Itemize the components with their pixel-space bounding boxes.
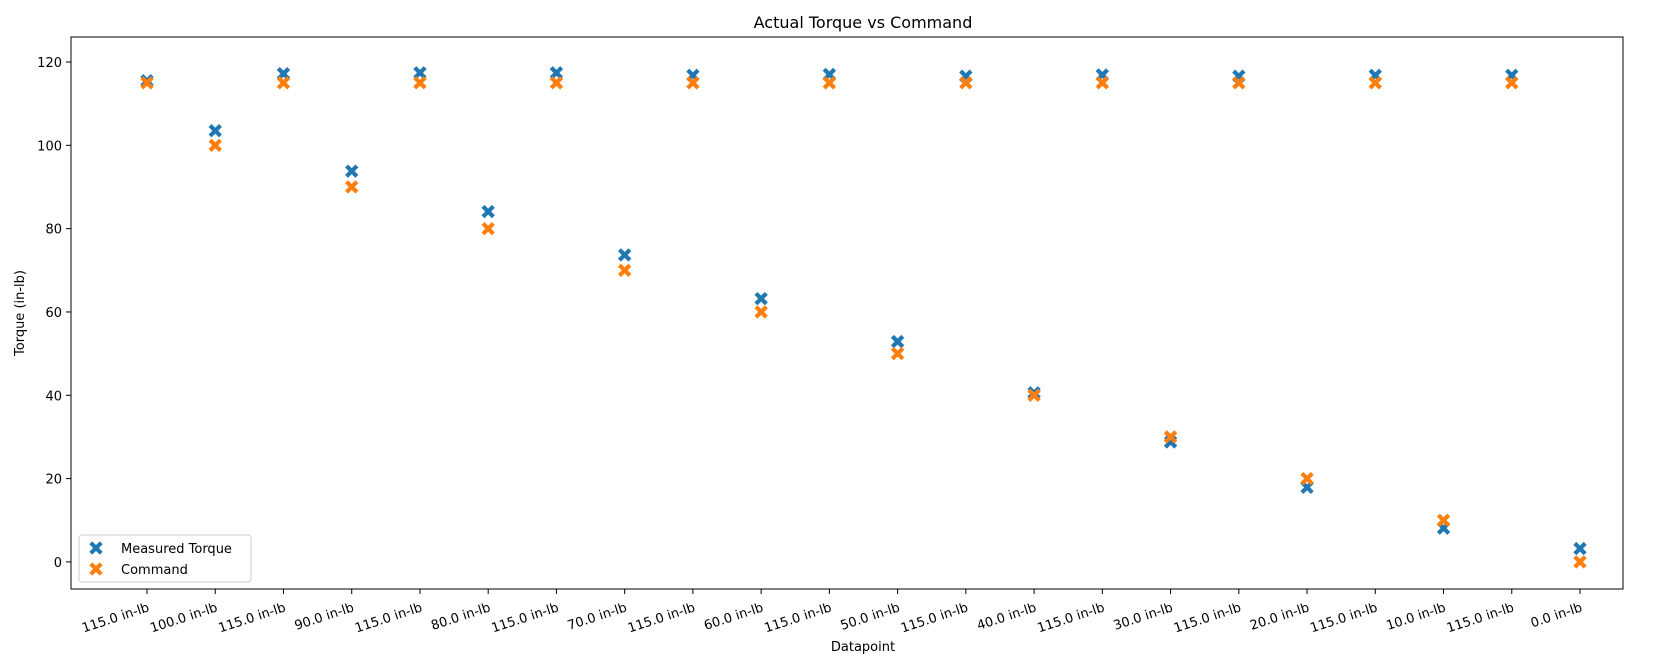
data-point xyxy=(140,76,154,90)
data-point xyxy=(345,180,359,194)
x-tick-label: 90.0 in-lb xyxy=(293,601,356,634)
legend-label: Command xyxy=(121,563,188,578)
y-axis-label: Torque (in-lb) xyxy=(13,270,28,357)
x-tick-label: 100.0 in-lb xyxy=(148,601,219,637)
x-tick-label: 115.0 in-lb xyxy=(490,601,561,637)
data-point xyxy=(276,76,291,90)
data-point xyxy=(1436,513,1451,527)
y-tick-label: 0 xyxy=(54,556,62,571)
x-tick-label: 30.0 in-lb xyxy=(1112,601,1175,634)
data-points xyxy=(140,66,1587,569)
data-point xyxy=(549,66,564,80)
data-point xyxy=(413,66,427,80)
data-point xyxy=(1095,76,1110,90)
data-point xyxy=(822,76,837,90)
x-tick-label: 115.0 in-lb xyxy=(1172,601,1243,637)
data-point xyxy=(959,76,973,90)
data-point xyxy=(1505,76,1519,90)
x-tick-label: 50.0 in-lb xyxy=(839,601,902,634)
x-tick-label: 20.0 in-lb xyxy=(1248,601,1311,634)
data-point xyxy=(1368,76,1382,90)
x-tick-label: 80.0 in-lb xyxy=(429,601,492,634)
x-tick-label: 115.0 in-lb xyxy=(626,601,697,637)
data-point xyxy=(1573,541,1587,556)
legend-label: Measured Torque xyxy=(121,542,232,557)
series-0 xyxy=(140,66,1587,556)
data-point xyxy=(345,164,359,178)
x-tick-label: 115.0 in-lb xyxy=(763,601,834,637)
series-1 xyxy=(140,76,1587,569)
legend: Measured Torque Command xyxy=(78,534,252,583)
data-point xyxy=(481,221,495,236)
x-tick-label: 40.0 in-lb xyxy=(975,601,1038,634)
x-axis-label: Datapoint xyxy=(831,640,895,655)
y-tick-label: 120 xyxy=(37,56,62,71)
x-tick-label: 115.0 in-lb xyxy=(1309,601,1380,637)
y-tick-label: 80 xyxy=(45,223,62,238)
data-point xyxy=(1573,555,1587,569)
data-point xyxy=(549,76,564,90)
data-point xyxy=(617,248,632,262)
data-point xyxy=(1163,430,1178,444)
x-tick-label: 115.0 in-lb xyxy=(1036,601,1107,637)
y-tick-label: 100 xyxy=(37,139,62,154)
x-tick-label: 115.0 in-lb xyxy=(1445,601,1516,637)
y-tick-label: 20 xyxy=(45,473,62,488)
data-point xyxy=(754,291,768,306)
x-tick-label: 115.0 in-lb xyxy=(80,601,151,637)
data-point xyxy=(754,305,768,319)
x-tick-label: 115.0 in-lb xyxy=(217,601,288,637)
x-tick-label: 115.0 in-lb xyxy=(899,601,970,637)
plot-area xyxy=(70,36,1624,590)
x-tick-label: 0.0 in-lb xyxy=(1529,601,1584,632)
data-point xyxy=(208,138,222,153)
data-point xyxy=(1027,388,1041,402)
chart-title: Actual Torque vs Command xyxy=(754,13,973,32)
legend-box xyxy=(78,534,252,583)
data-point xyxy=(686,76,700,90)
x-tick-label: 10.0 in-lb xyxy=(1385,601,1448,634)
data-point xyxy=(208,124,222,138)
data-point xyxy=(1300,471,1314,486)
legend-marker xyxy=(89,562,103,576)
data-point xyxy=(890,346,905,361)
x-tick-label: 70.0 in-lb xyxy=(566,601,629,634)
data-point xyxy=(890,334,905,349)
x-tick-label: 60.0 in-lb xyxy=(702,601,765,634)
data-point xyxy=(617,263,632,277)
data-point xyxy=(481,204,495,219)
y-tick-label: 60 xyxy=(45,306,62,321)
y-tick-label: 40 xyxy=(45,389,62,404)
legend-marker xyxy=(89,541,103,555)
data-point xyxy=(413,76,427,90)
y-axis: 0 20 40 60 80 100 120 xyxy=(37,56,71,571)
x-tick-label: 115.0 in-lb xyxy=(353,601,424,637)
data-point xyxy=(1232,76,1246,90)
